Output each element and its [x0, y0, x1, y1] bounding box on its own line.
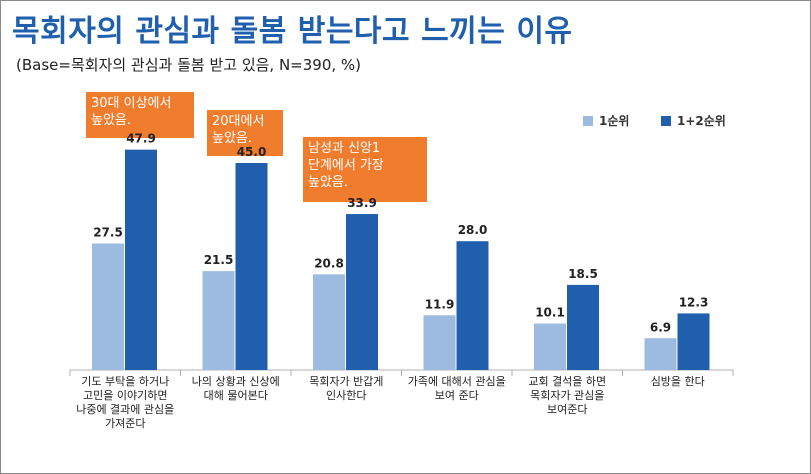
bar-rank1-3 — [313, 274, 345, 370]
data-label-rank12-6: 12.3 — [679, 295, 709, 309]
data-label-rank1-6: 6.9 — [650, 320, 671, 334]
category-label-1: 기도 부탁을 하거나 고민을 이야기하면 나중에 결과에 관심을 가져준다 — [76, 375, 175, 430]
bar-rank1-4 — [423, 315, 456, 370]
bar-rank1-1 — [92, 243, 124, 370]
legend-item-1: 1순위 — [583, 112, 629, 129]
callout-20s: 20대에서 높았음. — [207, 110, 283, 156]
data-label-rank1-1: 27.5 — [93, 226, 123, 240]
category-label-6: 심방을 한다 — [650, 375, 705, 388]
data-label-rank1-3: 20.8 — [314, 256, 344, 270]
legend-swatch-2 — [661, 115, 671, 126]
legend-label-1: 1순위 — [599, 114, 630, 128]
bar-rank1-5 — [534, 323, 566, 370]
data-label-rank12-5: 18.5 — [568, 267, 598, 281]
bar-rank12-2 — [235, 163, 268, 370]
data-label-rank1-5: 10.1 — [535, 306, 565, 320]
bar-rank1-2 — [202, 271, 235, 370]
data-label-rank12-1: 47.9 — [126, 132, 156, 146]
bar-rank12-6 — [677, 313, 710, 370]
legend-label-2: 1+2순위 — [677, 114, 726, 128]
data-label-rank1-4: 11.9 — [425, 297, 455, 311]
bar-rank1-6 — [644, 338, 677, 370]
bar-rank12-4 — [456, 241, 489, 370]
data-label-rank12-3: 33.9 — [347, 196, 377, 210]
callout-30s: 30대 이상에서 높았음. — [86, 92, 194, 138]
chart-subtitle: (Base=목회자의 관심과 돌봄 받고 있음, N=390, %) — [16, 56, 362, 74]
callout-male-faith1: 남성과 신앙1 단계에서 가장 높았음. — [303, 137, 427, 202]
bar-rank12-3 — [346, 214, 378, 370]
category-label-3: 목회자가 반갑게 인사한다 — [309, 375, 384, 402]
category-label-5: 교회 결석을 하면 목회자가 관심을 보여준다 — [528, 375, 607, 416]
chart-title: 목회자의 관심과 돌봄 받는다고 느끼는 이유 — [12, 14, 573, 49]
data-label-rank1-2: 21.5 — [204, 253, 234, 267]
bar-rank12-5 — [567, 284, 599, 370]
data-label-rank12-2: 45.0 — [237, 145, 267, 159]
bar-rank12-1 — [125, 149, 157, 370]
legend-item-2: 1+2순위 — [661, 112, 726, 129]
category-label-2: 나의 상황과 신상에 대해 물어본다 — [191, 375, 280, 402]
category-label-4: 가족에 대해서 관심을 보여 준다 — [407, 375, 506, 402]
legend-swatch-1 — [583, 115, 593, 126]
data-label-rank12-4: 28.0 — [458, 223, 488, 237]
